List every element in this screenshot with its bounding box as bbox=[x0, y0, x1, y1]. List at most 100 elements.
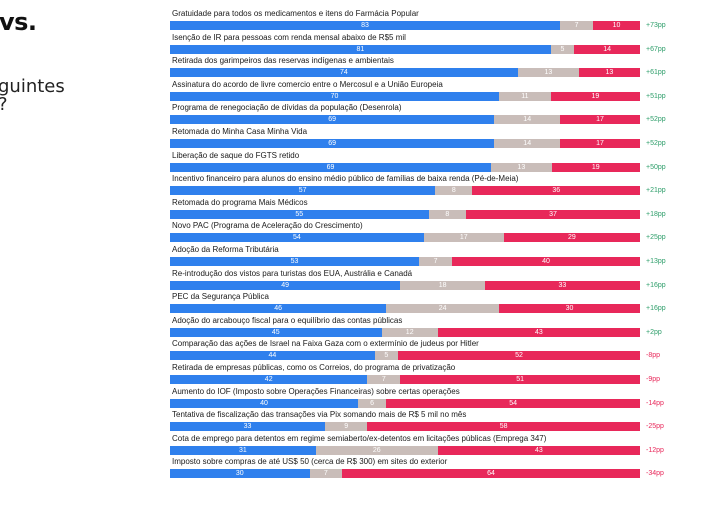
chart-row: Retirada dos garimpeiros das reservas in… bbox=[170, 55, 723, 78]
stacked-bar: 74 13 13 bbox=[170, 68, 640, 78]
disapprove-segment: 17 bbox=[560, 139, 640, 148]
disapprove-segment: 43 bbox=[437, 445, 640, 455]
approve-segment: 31 bbox=[170, 445, 316, 455]
stacked-bar: 30 7 64 bbox=[170, 469, 640, 479]
stacked-bar: 69 14 17 bbox=[170, 115, 640, 125]
chart-row: Liberação de saque do FGTS retido 69 13 19 +… bbox=[170, 150, 723, 173]
row-label: Retomada do programa Mais Médicos bbox=[172, 197, 308, 207]
stacked-bar: 44 5 52 bbox=[170, 351, 640, 361]
stacked-bar: 40 6 54 bbox=[170, 398, 640, 408]
approve-segment: 54 bbox=[170, 233, 424, 243]
net-difference: +67pp bbox=[646, 45, 666, 53]
approve-segment: 69 bbox=[170, 162, 492, 172]
partial-question: guintes ? bbox=[0, 78, 118, 114]
approve-segment: 30 bbox=[170, 469, 310, 479]
neutral-segment: 24 bbox=[386, 304, 499, 314]
net-difference: +13pp bbox=[646, 258, 666, 265]
net-difference: +61pp bbox=[646, 69, 666, 77]
neutral-segment: 9 bbox=[325, 422, 368, 432]
approve-segment: 69 bbox=[170, 139, 495, 148]
net-difference: +2pp bbox=[646, 328, 662, 336]
stacked-bar: 69 14 17 bbox=[170, 139, 640, 148]
chart-row: Imposto sobre compras de até US$ 50 (cer… bbox=[170, 456, 723, 479]
chart-row: Re-introdução dos vistos para turistas d… bbox=[170, 268, 723, 291]
row-label: Comparação das ações de Israel na Faixa … bbox=[172, 339, 479, 349]
approve-segment: 83 bbox=[170, 21, 561, 30]
row-label: Tentativa de fiscalização das transações… bbox=[172, 410, 467, 420]
row-label: Imposto sobre compras de até US$ 50 (cer… bbox=[172, 457, 448, 467]
row-label: Isenção de IR para pessoas com renda men… bbox=[172, 32, 406, 42]
neutral-segment: 14 bbox=[494, 139, 561, 148]
net-difference: -9pp bbox=[646, 376, 661, 383]
row-label: Retirada de empresas públicas, como os C… bbox=[172, 363, 456, 372]
chart-row: Tentativa de fiscalização das transações… bbox=[170, 409, 723, 432]
neutral-segment: 12 bbox=[381, 327, 438, 337]
neutral-segment: 11 bbox=[499, 91, 551, 101]
row-label: Incentivo financeiro para alunos do ensi… bbox=[172, 174, 519, 184]
neutral-segment: 13 bbox=[517, 68, 579, 78]
approve-segment: 45 bbox=[170, 327, 382, 337]
chart-row: Adoção da Reforma Tributária 53 7 40 +13pp bbox=[170, 244, 723, 267]
disapprove-segment: 19 bbox=[551, 162, 640, 172]
stacked-bar: 33 9 58 bbox=[170, 422, 640, 432]
approve-segment: 55 bbox=[170, 209, 429, 219]
stacked-bar: 45 12 43 bbox=[170, 327, 640, 337]
neutral-segment: 14 bbox=[494, 115, 561, 125]
net-difference: -8pp bbox=[646, 352, 661, 360]
stacked-bar: 54 17 29 bbox=[170, 233, 640, 243]
row-label: Adoção da Reforma Tributária bbox=[172, 245, 279, 254]
partial-title: vs. bbox=[0, 8, 37, 36]
row-label: Liberação de saque do FGTS retido bbox=[172, 150, 300, 160]
disapprove-segment: 40 bbox=[451, 257, 640, 266]
disapprove-segment: 30 bbox=[498, 304, 640, 314]
neutral-segment: 6 bbox=[358, 398, 387, 408]
disapprove-segment: 19 bbox=[550, 91, 640, 101]
row-label: Cota de emprego para detentos em regime … bbox=[172, 433, 547, 443]
question-line-1: guintes bbox=[0, 76, 65, 97]
approve-segment: 74 bbox=[170, 68, 518, 78]
net-difference: +16pp bbox=[646, 281, 666, 289]
stacked-bar: 53 7 40 bbox=[170, 257, 640, 266]
disapprove-segment: 52 bbox=[398, 351, 640, 361]
chart-row: Retirada de empresas públicas, como os C… bbox=[170, 362, 723, 385]
stacked-bar: 42 7 51 bbox=[170, 375, 640, 384]
neutral-segment: 7 bbox=[419, 257, 452, 266]
disapprove-segment: 29 bbox=[503, 233, 640, 243]
neutral-segment: 13 bbox=[491, 162, 552, 172]
disapprove-segment: 37 bbox=[466, 209, 640, 219]
neutral-segment: 8 bbox=[435, 186, 473, 196]
chart-row: Novo PAC (Programa de Aceleração do Cres… bbox=[170, 220, 723, 243]
chart-row: Programa de renegociação de dívidas da p… bbox=[170, 102, 723, 125]
chart-row: Isenção de IR para pessoas com renda men… bbox=[170, 32, 723, 55]
approve-segment: 70 bbox=[170, 91, 499, 101]
approve-segment: 42 bbox=[170, 375, 368, 384]
disapprove-segment: 54 bbox=[386, 398, 640, 408]
chart-row: Incentivo financeiro para alunos do ensi… bbox=[170, 173, 723, 196]
chart-row: Aumento do IOF (Imposto sobre Operações … bbox=[170, 386, 723, 409]
net-difference: +52pp bbox=[646, 140, 666, 147]
net-difference: +73pp bbox=[646, 22, 666, 29]
disapprove-segment: 36 bbox=[472, 186, 640, 196]
net-difference: +16pp bbox=[646, 305, 666, 313]
disapprove-segment: 14 bbox=[574, 44, 640, 54]
chart-row: PEC da Segurança Pública 46 24 30 +16pp bbox=[170, 291, 723, 314]
chart-row: Assinatura do acordo de livre comercio e… bbox=[170, 79, 723, 102]
net-difference: +25pp bbox=[646, 234, 666, 242]
chart-row: Retomada do Minha Casa Minha Vida 69 14 17 +… bbox=[170, 126, 723, 149]
row-label: Re-introdução dos vistos para turistas d… bbox=[172, 268, 413, 278]
net-difference: -12pp bbox=[646, 446, 664, 454]
approve-segment: 40 bbox=[170, 398, 358, 408]
neutral-segment: 7 bbox=[560, 21, 593, 30]
row-label: Gratuidade para todos os medicamentos e … bbox=[172, 9, 419, 18]
chart-row: Gratuidade para todos os medicamentos e … bbox=[170, 8, 723, 31]
net-difference: +50pp bbox=[646, 163, 666, 171]
net-difference: +18pp bbox=[646, 210, 666, 218]
approve-segment: 44 bbox=[170, 351, 375, 361]
approve-segment: 69 bbox=[170, 115, 495, 125]
stacked-bar: 55 8 37 bbox=[170, 209, 640, 219]
net-difference: +51pp bbox=[646, 92, 666, 100]
disapprove-segment: 64 bbox=[342, 469, 640, 479]
neutral-segment: 5 bbox=[550, 44, 575, 54]
chart-row: Adoção do arcabouço fiscal para o equilí… bbox=[170, 315, 723, 338]
